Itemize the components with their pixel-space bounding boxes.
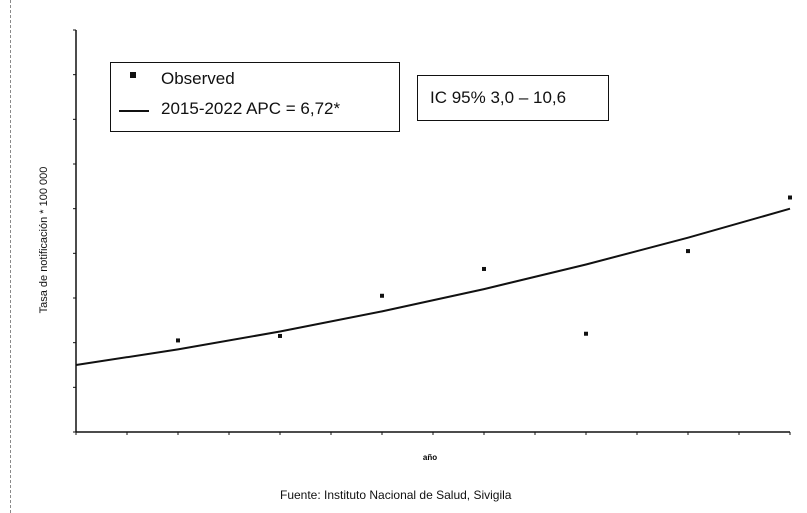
- chart-legend: Observed 2015-2022 APC = 6,72*: [110, 62, 400, 132]
- source-caption: Fuente: Instituto Nacional de Salud, Siv…: [280, 488, 512, 502]
- chart-fit-layer: [75, 207, 791, 366]
- y-axis-title: Tasa de notificación * 100 000: [38, 166, 50, 314]
- x-axis-title: año: [423, 453, 437, 462]
- legend-marker-observed: [130, 72, 136, 78]
- observed-point: [278, 333, 282, 338]
- observed-point: [788, 195, 792, 200]
- legend-line-fit: [119, 110, 149, 112]
- observed-point: [176, 338, 180, 343]
- legend-label-fit: 2015-2022 APC = 6,72*: [161, 99, 341, 118]
- chart-points-layer: [176, 195, 792, 343]
- left-margin-dashed-line: [10, 0, 11, 513]
- fit-line: [75, 207, 791, 366]
- observed-point: [584, 331, 588, 336]
- observed-point: [482, 266, 486, 271]
- observed-point: [686, 249, 690, 254]
- legend-label-observed: Observed: [161, 69, 235, 88]
- observed-point: [380, 293, 384, 298]
- confidence-interval-box: IC 95% 3,0 – 10,6: [417, 75, 609, 121]
